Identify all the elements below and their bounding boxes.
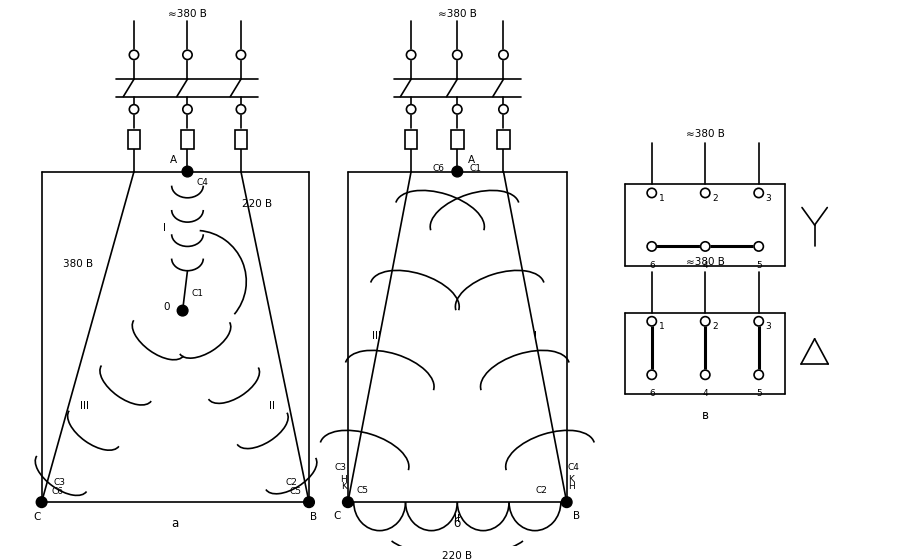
Text: 3: 3 <box>766 322 771 332</box>
Text: 5: 5 <box>756 261 761 270</box>
Circle shape <box>303 497 314 507</box>
Text: C4: C4 <box>568 463 580 472</box>
Text: C2: C2 <box>285 478 297 487</box>
Text: 2: 2 <box>712 322 717 332</box>
Text: 3: 3 <box>766 194 771 203</box>
Circle shape <box>183 50 192 59</box>
Text: 220 В: 220 В <box>442 550 472 560</box>
Text: 220 В: 220 В <box>242 199 273 209</box>
Text: а: а <box>172 517 179 530</box>
FancyBboxPatch shape <box>497 130 509 149</box>
Text: III: III <box>372 332 381 342</box>
Circle shape <box>130 50 139 59</box>
Circle shape <box>183 105 192 114</box>
Circle shape <box>343 497 354 507</box>
Text: 380 В: 380 В <box>64 259 94 269</box>
FancyBboxPatch shape <box>128 130 140 149</box>
Circle shape <box>130 105 139 114</box>
Circle shape <box>407 50 416 59</box>
Circle shape <box>453 105 462 114</box>
Text: H: H <box>568 483 574 492</box>
Text: C6: C6 <box>433 164 445 172</box>
Circle shape <box>700 316 710 326</box>
FancyBboxPatch shape <box>405 130 418 149</box>
Text: 4: 4 <box>702 389 708 398</box>
Text: C3: C3 <box>53 478 66 487</box>
Text: ≈380 В: ≈380 В <box>686 129 724 139</box>
Text: C3: C3 <box>335 463 346 472</box>
Text: C: C <box>33 512 40 522</box>
Text: C4: C4 <box>196 178 208 186</box>
Text: ≈380 В: ≈380 В <box>438 9 477 19</box>
Circle shape <box>754 188 763 198</box>
Text: B: B <box>310 512 318 522</box>
Text: C6: C6 <box>51 487 63 496</box>
Text: 4: 4 <box>702 261 708 270</box>
Circle shape <box>754 242 763 251</box>
Text: I: I <box>534 332 537 342</box>
Circle shape <box>499 50 508 59</box>
Circle shape <box>499 105 508 114</box>
FancyBboxPatch shape <box>451 130 464 149</box>
Text: C: C <box>334 511 341 521</box>
Circle shape <box>647 370 656 380</box>
Text: ≈380 В: ≈380 В <box>168 9 207 19</box>
Circle shape <box>700 370 710 380</box>
Text: III: III <box>80 401 89 411</box>
Circle shape <box>177 305 188 316</box>
Circle shape <box>700 242 710 251</box>
Text: 0: 0 <box>164 302 170 312</box>
Text: 2: 2 <box>712 194 717 203</box>
Circle shape <box>452 166 463 177</box>
Text: в: в <box>702 409 708 422</box>
Text: C1: C1 <box>470 164 482 172</box>
Circle shape <box>647 188 656 198</box>
Text: 1: 1 <box>659 194 664 203</box>
Text: C5: C5 <box>290 487 302 496</box>
Text: B: B <box>573 511 580 521</box>
Text: C1: C1 <box>192 289 203 298</box>
Circle shape <box>700 188 710 198</box>
Circle shape <box>647 316 656 326</box>
Text: 5: 5 <box>756 389 761 398</box>
Circle shape <box>647 242 656 251</box>
Circle shape <box>237 105 246 114</box>
Circle shape <box>36 497 47 507</box>
Text: 6: 6 <box>649 261 654 270</box>
Circle shape <box>754 370 763 380</box>
Text: A: A <box>468 155 475 165</box>
FancyBboxPatch shape <box>181 130 194 149</box>
Text: H: H <box>340 475 346 484</box>
Text: II: II <box>269 401 275 411</box>
Text: K: K <box>568 475 573 484</box>
Circle shape <box>562 497 572 507</box>
Text: C2: C2 <box>536 486 547 496</box>
Text: 1: 1 <box>659 322 664 332</box>
Text: I: I <box>163 223 166 234</box>
Text: II: II <box>454 514 460 524</box>
Circle shape <box>453 50 462 59</box>
Circle shape <box>182 166 193 177</box>
Text: K: K <box>341 483 346 492</box>
Text: б: б <box>454 517 461 530</box>
Circle shape <box>237 50 246 59</box>
Text: A: A <box>169 155 176 165</box>
FancyBboxPatch shape <box>235 130 248 149</box>
Text: C5: C5 <box>356 486 369 496</box>
Text: 6: 6 <box>649 389 654 398</box>
Circle shape <box>754 316 763 326</box>
Circle shape <box>407 105 416 114</box>
Text: ≈380 В: ≈380 В <box>686 257 724 267</box>
